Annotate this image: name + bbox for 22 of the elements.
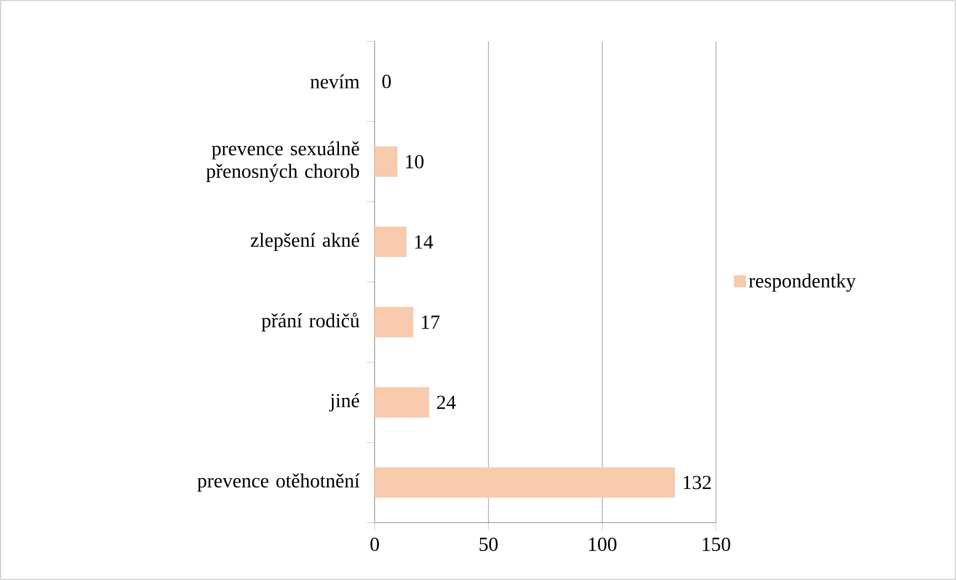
x-tick-label: 100 — [589, 538, 616, 552]
x-tick-label: 150 — [702, 538, 730, 552]
y-tick-label: přání rodičů — [262, 312, 360, 332]
data-label: 10 — [406, 154, 424, 168]
bar — [374, 387, 430, 418]
y-tick-label: prevence sexuálně přenosných chorob — [206, 141, 360, 182]
data-label: 0 — [382, 74, 391, 88]
bar — [374, 146, 398, 177]
data-label: 17 — [422, 316, 440, 329]
y-tick-label: zlepšení akné — [250, 232, 360, 251]
legend-label: respondentky — [748, 274, 856, 292]
y-tick-label: nevím — [310, 74, 360, 88]
data-label: 132 — [684, 476, 711, 490]
data-label: 24 — [437, 396, 456, 409]
y-tick-label: jiné — [329, 393, 360, 412]
y-tick-label: prevence otěhotnění — [197, 474, 360, 492]
data-label: 14 — [415, 235, 434, 248]
bar — [374, 467, 676, 498]
x-tick-label: 50 — [480, 538, 498, 552]
x-tick-label: 0 — [370, 538, 379, 552]
bar — [374, 306, 414, 338]
bar — [374, 226, 407, 258]
